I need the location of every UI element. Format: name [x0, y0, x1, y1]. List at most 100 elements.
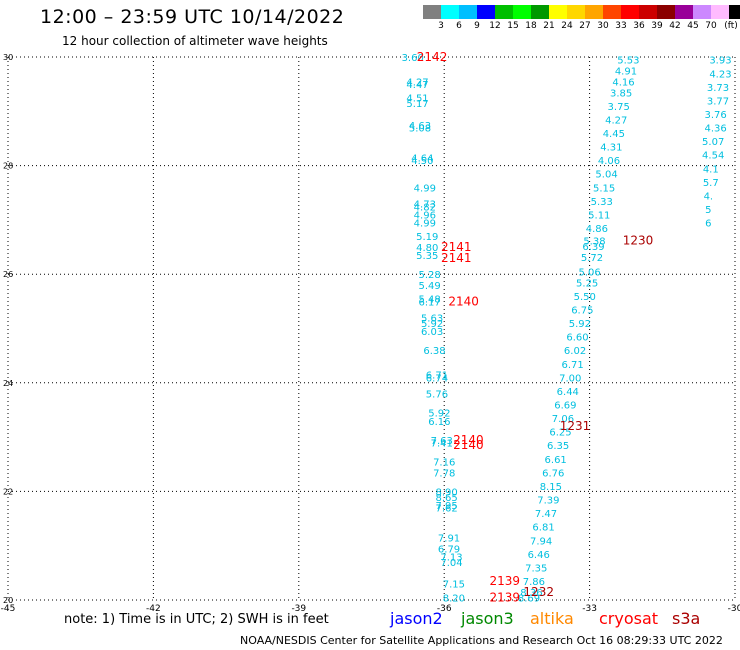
x-tick-label: -36: [437, 604, 452, 614]
wave-height-label: 6.75: [571, 305, 593, 316]
wave-height-label: 7.39: [537, 496, 559, 507]
legend-label: 39: [651, 21, 663, 31]
legend-swatch: [567, 5, 585, 19]
wave-height-label: 4.91: [615, 67, 637, 78]
wave-height-label: 4.99: [414, 183, 436, 194]
wave-height-label: 7.95: [435, 501, 457, 512]
y-tick-label: 26: [3, 270, 13, 279]
time-label: 1230: [623, 234, 654, 248]
wave-height-label: 5.07: [702, 137, 724, 148]
wave-height-label: 7.04: [440, 558, 462, 569]
wave-height-label: 7.41: [431, 439, 453, 450]
wave-height-label: 6.60: [566, 333, 588, 344]
wave-height-label: 6: [705, 219, 711, 230]
wave-height-label: 4.16: [612, 77, 634, 88]
wave-height-label: 4.64: [411, 153, 433, 164]
legend-label: 70: [705, 21, 717, 31]
wave-height-label: 4.73: [414, 200, 436, 211]
x-tick-label: -45: [1, 604, 16, 614]
wave-height-label: 6.25: [549, 428, 571, 439]
y-tick-label: 28: [3, 162, 13, 171]
wave-height-label: 5.35: [416, 251, 438, 262]
legend-label: 3: [438, 21, 444, 31]
legend-label: 36: [633, 21, 645, 31]
wave-height-label: 4.86: [586, 224, 608, 235]
wave-height-label: 6.38: [423, 346, 445, 357]
page-subtitle: 12 hour collection of altimeter wave hei…: [62, 34, 328, 48]
wave-height-label: 7.91: [438, 534, 460, 545]
wave-height-label: 5.06: [578, 267, 600, 278]
wave-height-label: 6.76: [542, 468, 564, 479]
legend-swatch: [639, 5, 657, 19]
legend-swatch: [585, 5, 603, 19]
wave-height-label: 6.03: [421, 327, 443, 338]
legend-swatch: [459, 5, 477, 19]
time-label: 2140: [453, 433, 484, 447]
time-label: 2141: [441, 240, 472, 254]
wave-height-label: 4.47: [406, 80, 428, 91]
wave-height-label: 5.92: [428, 409, 450, 420]
wave-height-label: 7.35: [525, 563, 547, 574]
wave-height-label: 6.69: [554, 401, 576, 412]
x-tick-label: -42: [146, 604, 161, 614]
wave-height-label: 4.50: [411, 156, 433, 167]
wave-height-label: 5.11: [588, 210, 610, 221]
wave-height-label: 4.23: [709, 69, 731, 80]
legend-label: 24: [561, 21, 573, 31]
x-tick-label: -30: [728, 604, 740, 614]
wave-height-label: 4.54: [702, 151, 724, 162]
satellite-label-jason3: jason3: [461, 609, 514, 628]
wave-height-label: 5.72: [581, 253, 603, 264]
y-tick-label: 22: [3, 487, 13, 496]
wave-height-label: 3.60: [402, 53, 424, 64]
time-label: 2142: [417, 50, 448, 64]
wave-height-label: 5.53: [617, 56, 639, 67]
time-label: 2139: [490, 590, 521, 604]
wave-height-label: 7.62: [435, 504, 457, 515]
time-label: 1232: [523, 585, 554, 599]
wave-height-label: 6.74: [426, 373, 448, 384]
wave-height-label: 5: [705, 205, 711, 216]
wave-height-label: 8.90: [435, 487, 457, 498]
x-tick-label: -33: [582, 604, 597, 614]
legend-swatch: [729, 5, 740, 19]
wave-height-label: 4.96: [414, 210, 436, 221]
color-legend: 3 6 9 12 15 18 21 24 27 30 33 36 39 42 45 70 (ft): [423, 5, 740, 31]
wave-height-label: 3.76: [704, 110, 726, 121]
wave-height-label: 5.7: [703, 178, 719, 189]
legend-swatch: [693, 5, 711, 19]
legend-label: 45: [687, 21, 699, 31]
wave-height-label: 7.00: [559, 373, 581, 384]
legend-swatch: [441, 5, 459, 19]
wave-height-label: 3.75: [608, 102, 630, 113]
wave-height-label: 8.65: [435, 493, 457, 504]
time-label: 1231: [560, 419, 591, 433]
legend-swatch: [477, 5, 495, 19]
wave-height-label: 5.17: [406, 99, 428, 110]
wave-height-label: 3.73: [707, 83, 729, 94]
wave-height-label: 5.49: [419, 281, 441, 292]
legend-label: 15: [507, 21, 519, 31]
legend-swatch: [513, 5, 531, 19]
wave-height-label: 5.08: [409, 124, 431, 135]
wave-height-label: 3.77: [707, 96, 729, 107]
wave-height-label: 5.50: [574, 292, 596, 303]
wave-height-label: 5.38: [583, 237, 605, 248]
time-label: 2139: [490, 574, 521, 588]
x-tick-label: -39: [291, 604, 306, 614]
wave-height-label: 6.17: [419, 297, 441, 308]
wave-height-label: 4.82: [414, 202, 436, 213]
wave-height-label: 4.31: [600, 143, 622, 154]
footer-credit: NOAA/NESDIS Center for Satellite Applica…: [240, 634, 723, 647]
wave-height-label: 4.63: [409, 121, 431, 132]
legend-swatch: [621, 5, 639, 19]
wave-height-label: 8.69: [518, 593, 540, 604]
wave-height-label: 6.71: [562, 360, 584, 371]
wave-height-label: 5.63: [421, 314, 443, 325]
time-label: 2141: [441, 251, 472, 265]
wave-height-label: 7.16: [433, 458, 455, 469]
legend-swatch: [549, 5, 567, 19]
wave-height-label: 6.02: [564, 346, 586, 357]
legend-swatch: [657, 5, 675, 19]
